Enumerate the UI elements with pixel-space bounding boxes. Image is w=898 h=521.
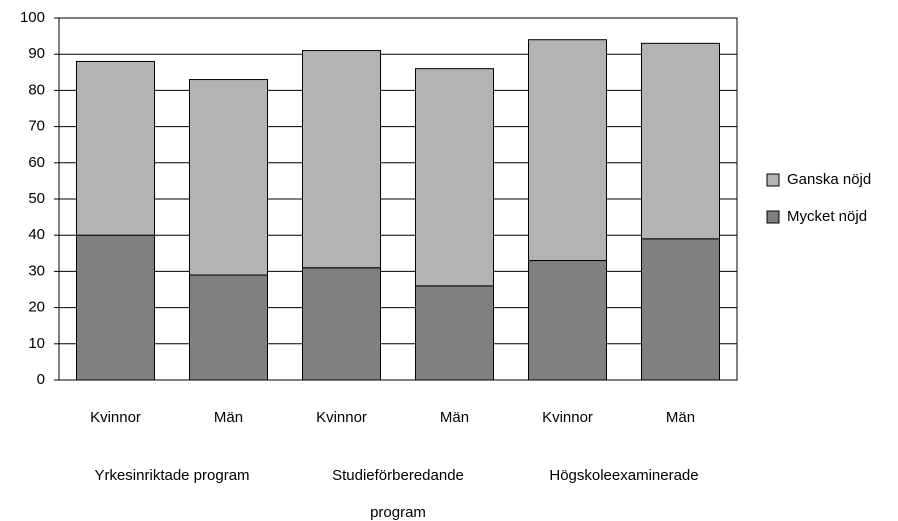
x-tick-label: Män bbox=[440, 409, 469, 426]
bar-segment bbox=[76, 60, 155, 236]
bar-segment bbox=[415, 68, 494, 287]
x-tick-label: Män bbox=[214, 409, 243, 426]
bar-segment bbox=[76, 234, 155, 381]
y-tick-label: 30 bbox=[28, 262, 45, 279]
y-tick-label: 0 bbox=[37, 371, 45, 388]
y-tick-label: 40 bbox=[28, 226, 45, 243]
bar-segment bbox=[641, 238, 720, 381]
x-tick-label: Kvinnor bbox=[542, 409, 593, 426]
y-tick-label: 80 bbox=[28, 81, 45, 98]
bar-segment bbox=[302, 50, 381, 269]
x-tick-label: Kvinnor bbox=[316, 409, 367, 426]
y-tick-label: 60 bbox=[28, 154, 45, 171]
legend-swatch bbox=[766, 210, 780, 224]
group-label: Högskoleexaminerade bbox=[549, 467, 699, 484]
bar-segment bbox=[641, 42, 720, 240]
bar-segment bbox=[415, 285, 494, 381]
group-label: Yrkesinriktade program bbox=[94, 467, 250, 484]
y-tick-label: 20 bbox=[28, 299, 45, 316]
y-tick-label: 10 bbox=[28, 335, 45, 352]
bar-segment bbox=[302, 267, 381, 381]
bar-segment bbox=[189, 274, 268, 381]
bar-segment bbox=[189, 79, 268, 276]
x-tick-label: Män bbox=[666, 409, 695, 426]
y-tick-label: 90 bbox=[28, 45, 45, 62]
legend-label: Ganska nöjd bbox=[787, 171, 871, 188]
group-label: Studieförberedande program bbox=[332, 467, 464, 521]
legend-swatch bbox=[766, 173, 780, 187]
y-tick-label: 100 bbox=[20, 9, 45, 26]
bar-segment bbox=[528, 260, 607, 381]
x-tick-label: Kvinnor bbox=[90, 409, 141, 426]
y-tick-label: 50 bbox=[28, 190, 45, 207]
y-tick-label: 70 bbox=[28, 118, 45, 135]
legend-label: Mycket nöjd bbox=[787, 208, 867, 225]
bar-segment bbox=[528, 39, 607, 262]
